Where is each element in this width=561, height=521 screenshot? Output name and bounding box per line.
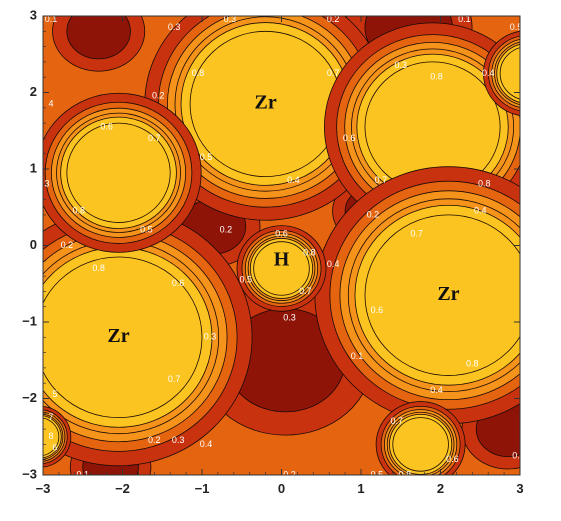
contour-label-13: 0.6 — [100, 121, 113, 131]
contour-label-45: 8 — [48, 431, 53, 441]
contour-label-28: 0.2 — [61, 240, 74, 250]
contour-label-54: 0.8 — [398, 469, 411, 479]
maximum-region-4-ring-5 — [66, 122, 171, 223]
contour-label-25: 0.2 — [220, 225, 233, 235]
atom-label-h-3: H — [274, 248, 290, 270]
x-tick-label-6: 3 — [516, 481, 523, 496]
contour-label-9: 0.8 — [430, 72, 443, 82]
contour-label-38: 0.1 — [351, 351, 364, 361]
contour-label-26: 0.6 — [275, 228, 288, 238]
contour-label-18: 0.7 — [375, 175, 388, 185]
contour-label-24: 0.5 — [140, 225, 153, 235]
contour-label-19: 0.8 — [478, 179, 491, 189]
x-tick-label-4: 1 — [357, 481, 364, 496]
contour-label-39: 0.8 — [466, 358, 479, 368]
contour-label-31: 0.8 — [92, 263, 105, 273]
x-tick-label-1: −2 — [115, 481, 130, 496]
contour-label-37: 0.3 — [204, 332, 217, 342]
maximum-region-6-ring-5 — [392, 417, 449, 472]
contour-label-5: 0.5 — [510, 22, 523, 32]
maximum-region-5-ring-5 — [253, 241, 310, 296]
x-tick-label-0: −3 — [36, 481, 51, 496]
contour-label-42: 5 — [52, 389, 57, 399]
contour-label-0: 0.1 — [45, 14, 58, 24]
contour-label-11: 4 — [48, 98, 53, 108]
maximum-region-8-ring-5 — [43, 417, 60, 456]
minimum-region-2-ring-1 — [66, 16, 131, 60]
contour-label-8: 0.3 — [394, 60, 407, 70]
y-tick-label-3: 0 — [30, 237, 37, 252]
contour-label-47: 0.3 — [172, 435, 185, 445]
y-tick-label-4: 1 — [30, 160, 37, 175]
contour-label-35: 0.3 — [283, 313, 296, 323]
y-tick-label-1: −2 — [22, 390, 37, 405]
contour-label-4: 0.1 — [458, 14, 471, 24]
contour-label-49: 6 — [52, 443, 57, 453]
contour-label-1: 0.3 — [168, 22, 181, 32]
contour-label-52: 0.2 — [283, 469, 296, 479]
x-tick-label-5: 2 — [437, 481, 444, 496]
contour-label-23: 0.4 — [474, 205, 487, 215]
atom-label-zr-1: Zr — [437, 283, 459, 305]
y-tick-label-6: 3 — [30, 7, 37, 22]
contour-label-3: 0.2 — [327, 14, 340, 24]
contour-label-20: 3 — [44, 179, 49, 189]
contour-label-48: 0.4 — [200, 439, 213, 449]
contour-label-27: 0.7 — [410, 228, 423, 238]
atom-label-zr-2: Zr — [107, 325, 129, 347]
contour-label-12: 0.2 — [152, 91, 165, 101]
y-tick-label-2: −1 — [22, 313, 37, 328]
x-tick-label-3: 0 — [278, 481, 285, 496]
contour-label-7: 0.7 — [327, 68, 340, 78]
x-axis: −3 −2 −1 0 1 2 3 — [36, 16, 524, 496]
contour-label-10: 0.4 — [482, 68, 495, 78]
contour-label-43: 7 — [48, 412, 53, 422]
contour-regions — [43, 16, 520, 475]
contour-label-21: 0.8 — [73, 205, 86, 215]
contour-label-32: 0.6 — [172, 278, 185, 288]
contour-label-55: 0. — [512, 450, 520, 460]
contour-label-22: 0.2 — [367, 209, 380, 219]
contour-label-16: 0.5 — [200, 152, 213, 162]
y-axis: −3 −2 −1 0 1 2 3 — [22, 7, 520, 481]
contour-label-30: 0.4 — [327, 259, 340, 269]
contour-label-41: 0.4 — [430, 385, 443, 395]
atom-labels: Zr Zr Zr H — [107, 92, 459, 347]
contour-label-17: 0.4 — [287, 175, 300, 185]
contour-label-36: 0.6 — [371, 305, 384, 315]
atom-label-zr-0: Zr — [254, 92, 276, 114]
contour-label-29: 0.8 — [303, 248, 316, 258]
contour-label-2: 0.3 — [224, 14, 237, 24]
maximum-region-3-ring-5 — [43, 256, 203, 419]
contour-label-40: 0.7 — [168, 374, 181, 384]
y-tick-label-0: −3 — [22, 466, 37, 481]
contour-label-46: 0.2 — [148, 435, 161, 445]
contour-label-15: 0.6 — [343, 133, 356, 143]
maximum-region-7-ring-5 — [499, 47, 520, 100]
contour-label-44: 0.7 — [391, 416, 404, 426]
contour-label-50: 0.6 — [446, 454, 459, 464]
contour-label-34: 0.7 — [299, 286, 312, 296]
contour-labels: 0.10.30.3 0.2 0.10.50.8 0.70.30.8 0.440.20.6… — [44, 14, 523, 479]
y-tick-label-5: 2 — [30, 84, 37, 99]
contour-label-6: 0.8 — [192, 68, 205, 78]
contour-label-33: 0.5 — [239, 274, 252, 284]
contour-label-14: 0.7 — [148, 133, 161, 143]
x-tick-label-2: −1 — [195, 481, 210, 496]
maximum-region-2-ring-5 — [364, 214, 520, 376]
contour-label-51: 0.1 — [76, 469, 89, 479]
